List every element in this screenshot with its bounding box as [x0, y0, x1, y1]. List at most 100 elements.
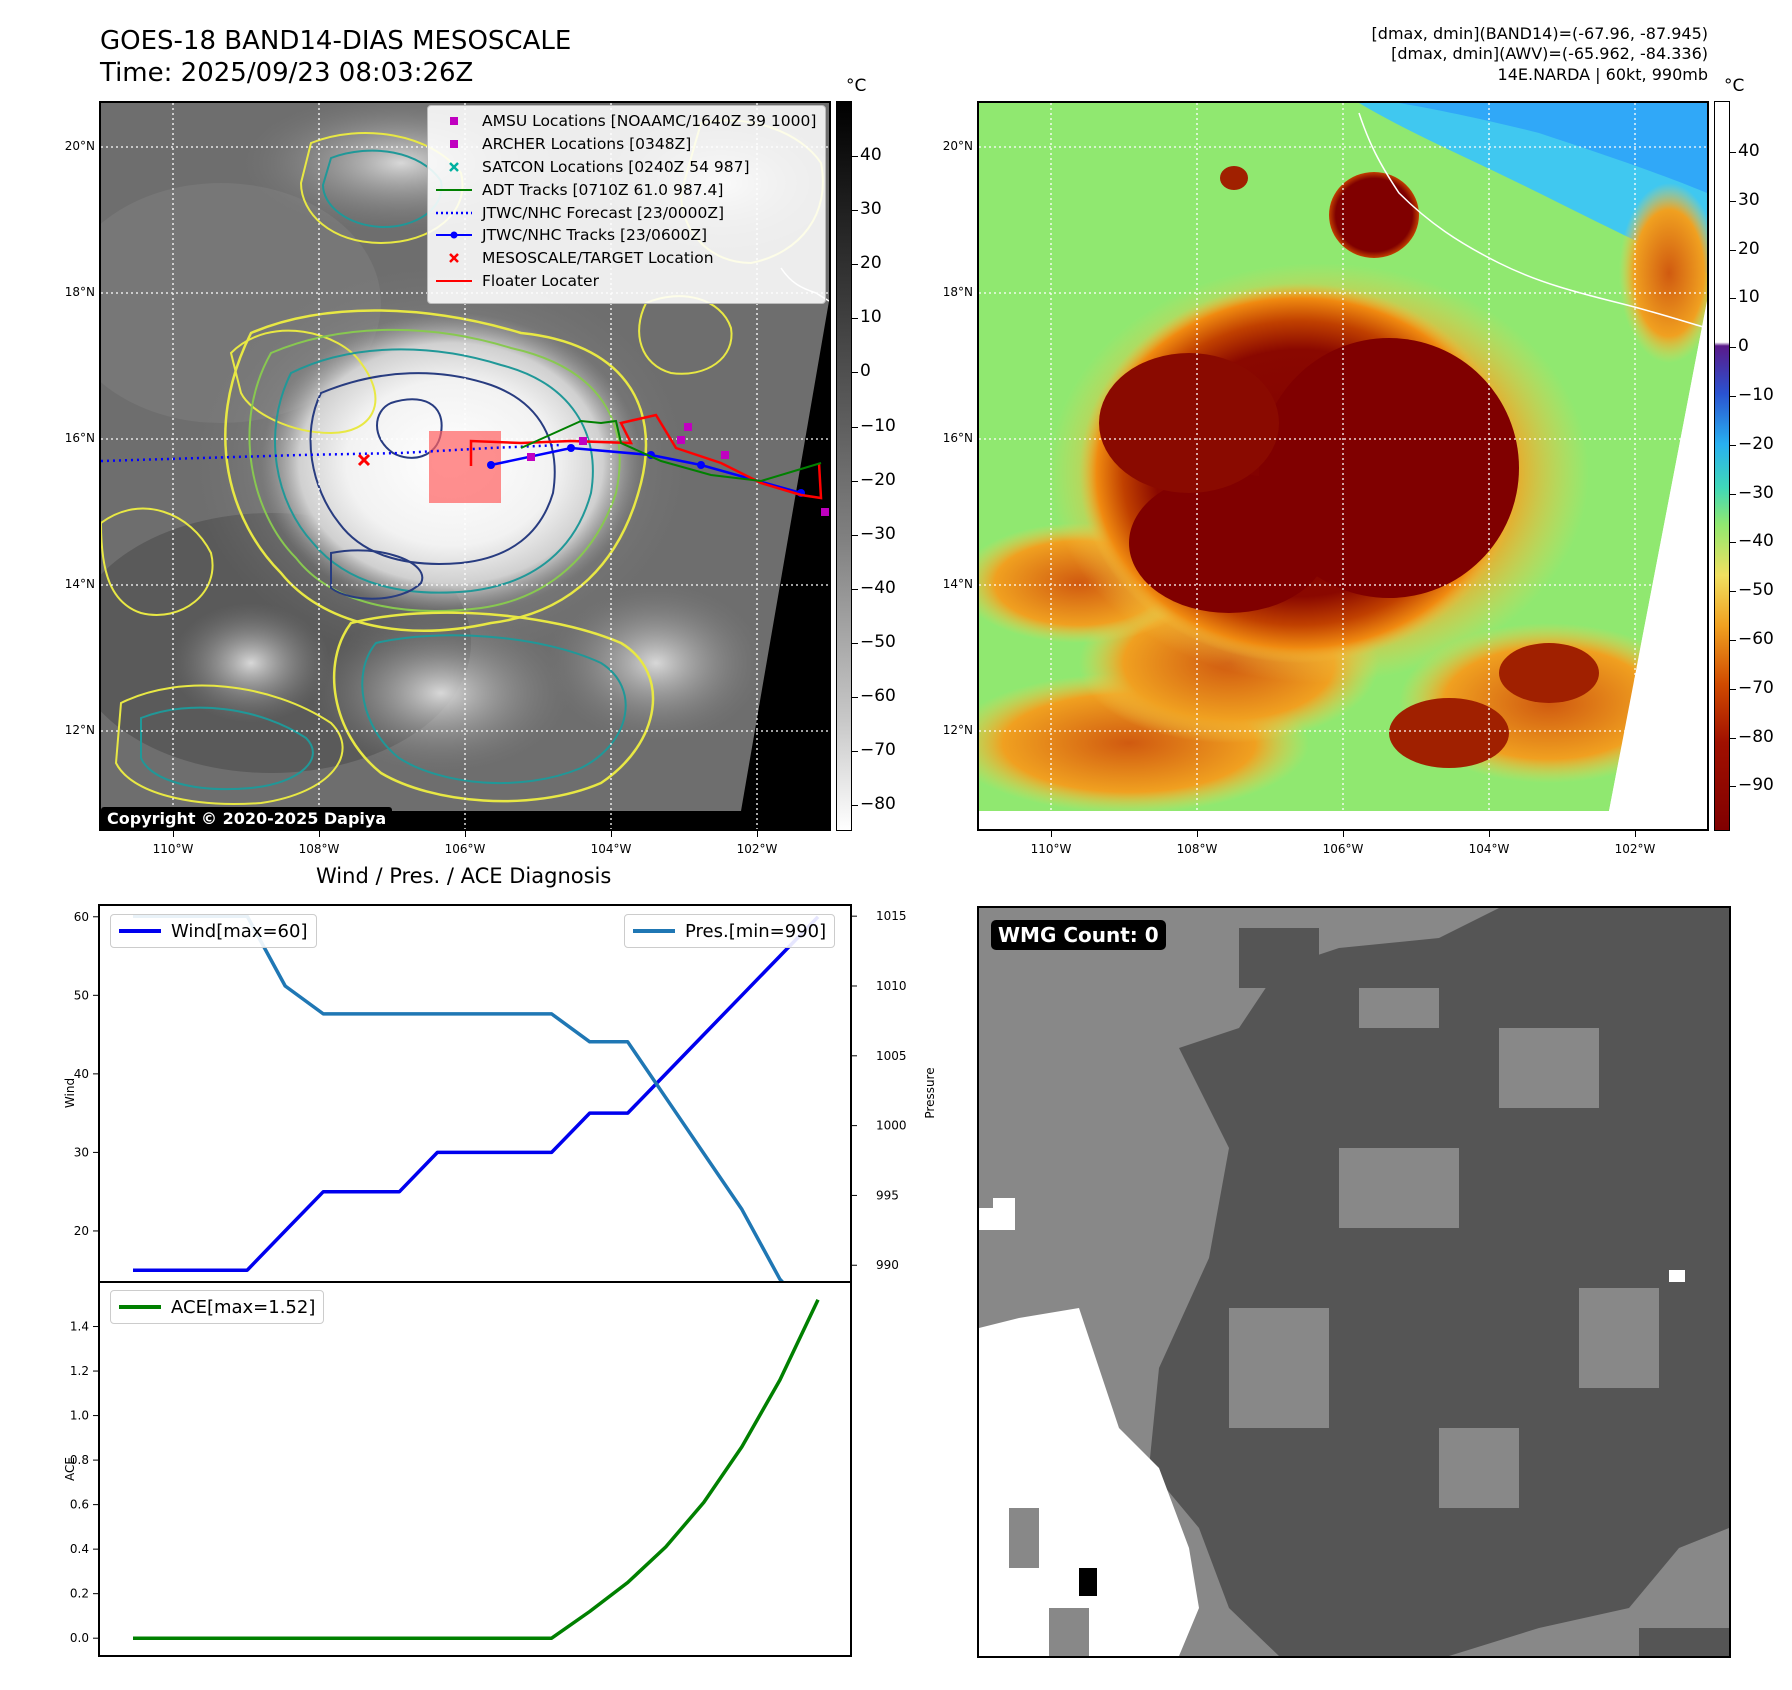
pressure-axis-label: Pressure: [923, 1067, 937, 1118]
stats-band14: [dmax, dmin](BAND14)=(-67.96, -87.945): [1371, 24, 1708, 43]
awv-cb-tickmark-3: [1730, 298, 1736, 300]
lon-label-1-2: 106°W: [1322, 842, 1364, 856]
legend-item-archer: ARCHER Locations [0348Z]: [434, 133, 819, 156]
lat-label-0-4: 12°N: [64, 723, 95, 737]
ir-cb-tickmark-12: [852, 805, 858, 807]
x-marker-icon: [449, 253, 459, 264]
ir-cb-ticklabel-1: 30: [860, 199, 882, 220]
figure-title: GOES-18 BAND14-DIAS MESOSCALE: [100, 26, 572, 56]
legend-item-satcon: SATCON Locations [0240Z 54 987]: [434, 156, 819, 179]
lon-tick-0-2: [465, 831, 466, 837]
legend-item-target: MESOSCALE/TARGET Location: [434, 247, 819, 270]
lon-label-0-2: 106°W: [444, 842, 486, 856]
pressure-legend-label: Pres.[min=990]: [685, 920, 827, 942]
ir-cb-ticklabel-6: −20: [860, 469, 896, 490]
ir-cb-ticklabel-7: −30: [860, 523, 896, 544]
legend-label-satcon: SATCON Locations [0240Z 54 987]: [482, 157, 750, 176]
ace-plot-frame: [98, 1281, 852, 1657]
awv-cb-ticklabel-1: 30: [1738, 189, 1760, 210]
ir-cb-tickmark-8: [852, 588, 858, 590]
ace-ytick-label-0: 0.0: [70, 1631, 89, 1645]
lon-tick-0-4: [757, 831, 758, 837]
stats-storm: 14E.NARDA | 60kt, 990mb: [1497, 65, 1708, 84]
line-dot-icon: [436, 231, 472, 239]
awv-cb-ticklabel-6: −20: [1738, 433, 1774, 454]
lat-label-1-1: 18°N: [942, 285, 973, 299]
awv-cb-tickmark-4: [1730, 347, 1736, 349]
ir-colorbar-unit: °C: [846, 76, 867, 96]
lon-tick-0-3: [611, 831, 612, 837]
pressure-ytick-label-1: 995: [876, 1188, 899, 1202]
best-track-points: [487, 444, 805, 497]
awv-cb-tickmark-13: [1730, 786, 1736, 788]
awv-cb-tickmark-1: [1730, 200, 1736, 202]
lat-label-1-4: 12°N: [942, 723, 973, 737]
awv-cb-tickmark-8: [1730, 542, 1736, 544]
awv-cb-tickmark-7: [1730, 493, 1736, 495]
wind-pressure-plot-frame: [98, 904, 852, 1283]
awv-cb-ticklabel-2: 20: [1738, 238, 1760, 259]
awv-cb-ticklabel-8: −40: [1738, 531, 1774, 552]
awv-map-image: [979, 103, 1707, 829]
ace-ytick-label-5: 1.0: [70, 1409, 89, 1423]
awv-cb-tickmark-9: [1730, 591, 1736, 593]
legend-label-forecast: JTWC/NHC Forecast [23/0000Z]: [482, 203, 725, 222]
lon-tick-0-0: [173, 831, 174, 837]
square-marker-icon: [450, 140, 458, 149]
awv-cb-ticklabel-10: −60: [1738, 629, 1774, 649]
adt-track: [520, 419, 822, 483]
lat-label-0-3: 14°N: [64, 577, 95, 591]
ir-cb-tickmark-10: [852, 697, 858, 698]
lon-label-0-3: 104°W: [590, 842, 632, 856]
awv-colorbar: [1714, 101, 1730, 831]
legend-item-floater: Floater Locater: [434, 270, 819, 293]
lon-tick-0-1: [319, 831, 320, 837]
wind-series-line: [133, 915, 820, 1272]
square-marker-icon: [450, 117, 458, 126]
awv-cb-ticklabel-7: −30: [1738, 482, 1774, 503]
ace-chart: 0.0 0.2 0.4 0.6 0.8 1.0 1.2 1.4 ACE: [63, 1281, 852, 1657]
awv-cb-ticklabel-4: 0: [1738, 336, 1749, 357]
ir-cb-tickmark-4: [852, 372, 858, 374]
ir-map-panel: AMSU Locations [NOAAMC/1640Z 39 1000] AR…: [99, 101, 831, 831]
legend-label-floater: Floater Locater: [482, 271, 599, 290]
ir-cb-tickmark-6: [852, 480, 858, 482]
pressure-legend: Pres.[min=990]: [624, 914, 836, 948]
legend-item-amsu: AMSU Locations [NOAAMC/1640Z 39 1000]: [434, 110, 819, 133]
lon-tick-1-3: [1489, 831, 1490, 837]
pressure-ytick-label-3: 1005: [876, 1049, 907, 1063]
ace-ytick-label-4: 0.8: [70, 1453, 89, 1467]
ir-cb-ticklabel-4: 0: [860, 361, 871, 382]
ir-cb-tickmark-1: [852, 210, 858, 212]
ace-ytick-label-7: 1.4: [70, 1320, 89, 1334]
ace-legend-label: ACE[max=1.52]: [171, 1296, 316, 1318]
wind-legend: Wind[max=60]: [110, 914, 317, 948]
wind-legend-swatch: [119, 929, 161, 933]
awv-cb-ticklabel-3: 10: [1738, 287, 1760, 308]
lat-label-0-0: 20°N: [64, 139, 95, 153]
legend-label-archer: ARCHER Locations [0348Z]: [482, 135, 692, 154]
pressure-ytick-label-2: 1000: [876, 1119, 907, 1133]
dotted-line-icon: [436, 211, 472, 214]
ace-axis-label: ACE: [63, 1457, 77, 1481]
legend-label-target: MESOSCALE/TARGET Location: [482, 249, 714, 268]
lat-label-1-3: 14°N: [942, 577, 973, 591]
ace-ytick-label-6: 1.2: [70, 1364, 89, 1378]
awv-cb-tickmark-2: [1730, 249, 1736, 251]
floater-track: [469, 413, 823, 500]
legend-item-adt: ADT Tracks [0710Z 61.0 987.4]: [434, 178, 819, 201]
legend-label-adt: ADT Tracks [0710Z 61.0 987.4]: [482, 180, 724, 199]
wmg-panel: WMG Count: 0: [977, 906, 1731, 1658]
lon-label-0-0: 110°W: [152, 842, 194, 856]
legend-label-amsu: AMSU Locations [NOAAMC/1640Z 39 1000]: [482, 112, 817, 131]
legend-label-tracks: JTWC/NHC Tracks [23/0600Z]: [482, 226, 708, 245]
ace-legend: ACE[max=1.52]: [110, 1290, 325, 1324]
pressure-ytick-label-0: 990: [876, 1258, 899, 1272]
lon-tick-1-4: [1635, 831, 1636, 837]
ir-cb-ticklabel-8: −40: [860, 577, 896, 598]
ir-cb-ticklabel-11: −70: [860, 740, 896, 761]
awv-cb-ticklabel-11: −70: [1738, 677, 1774, 698]
awv-colorbar-unit: °C: [1724, 76, 1745, 96]
wmg-image: [979, 908, 1729, 1656]
ir-cb-ticklabel-3: 10: [860, 307, 882, 328]
